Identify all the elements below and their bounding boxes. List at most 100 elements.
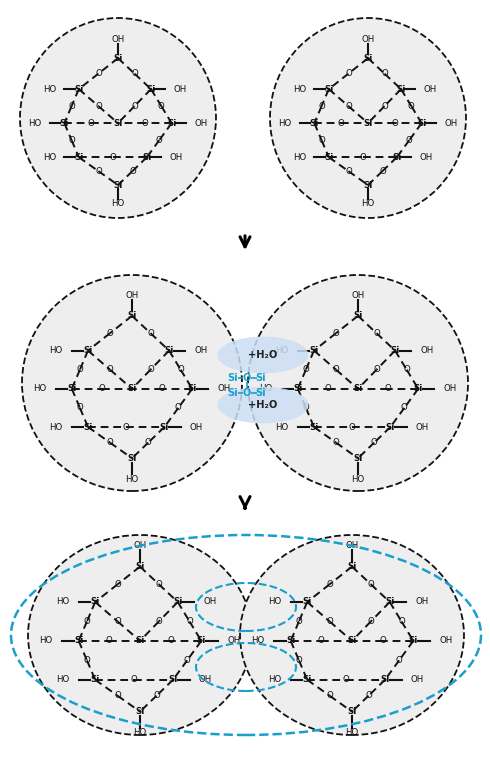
Text: +H₂O: +H₂O <box>248 400 278 410</box>
Text: O: O <box>84 656 90 664</box>
Text: OH: OH <box>439 636 452 645</box>
Text: HO: HO <box>268 597 281 607</box>
Text: O: O <box>345 167 352 175</box>
Text: O: O <box>333 365 340 374</box>
Text: O: O <box>123 422 129 432</box>
Text: O: O <box>326 580 333 589</box>
Text: O: O <box>318 101 325 111</box>
Text: O: O <box>379 167 386 175</box>
Text: O: O <box>155 617 162 626</box>
Text: Si: Si <box>324 153 333 162</box>
Text: OH: OH <box>170 153 183 162</box>
Text: O: O <box>147 365 154 374</box>
Text: Si: Si <box>74 85 83 93</box>
Ellipse shape <box>240 535 464 735</box>
Text: O: O <box>408 101 415 111</box>
Text: Si: Si <box>135 707 145 716</box>
Text: Si: Si <box>353 453 363 463</box>
Text: Si: Si <box>196 636 206 645</box>
Text: Si: Si <box>309 422 318 432</box>
Text: O: O <box>107 438 113 447</box>
Text: O: O <box>343 675 349 684</box>
Text: O: O <box>131 69 138 78</box>
Text: HO: HO <box>111 199 124 208</box>
Text: O: O <box>371 438 378 447</box>
Text: Si: Si <box>286 636 295 645</box>
Text: Si: Si <box>127 312 137 320</box>
Text: O: O <box>68 101 75 111</box>
Text: OH: OH <box>411 675 424 684</box>
Text: OH: OH <box>218 384 231 393</box>
Text: O: O <box>106 636 113 645</box>
Text: O: O <box>403 365 410 374</box>
Text: O: O <box>155 580 162 589</box>
Text: O: O <box>159 384 166 393</box>
Text: Si: Si <box>74 153 83 162</box>
Text: O: O <box>368 580 374 589</box>
Text: O: O <box>381 101 388 111</box>
Text: O: O <box>114 617 121 626</box>
Text: O: O <box>98 384 105 393</box>
Text: Si: Si <box>165 346 173 355</box>
Text: O: O <box>142 118 148 128</box>
Text: HO: HO <box>259 384 272 393</box>
Text: HO: HO <box>268 675 281 684</box>
Text: +H₂O: +H₂O <box>248 350 278 360</box>
Text: OH: OH <box>362 35 375 44</box>
Text: HO: HO <box>345 728 359 738</box>
Text: OH: OH <box>420 346 434 355</box>
Text: HO: HO <box>40 636 53 645</box>
Text: Si: Si <box>228 388 238 398</box>
Text: Si: Si <box>113 181 122 189</box>
Text: O: O <box>107 365 113 374</box>
Text: Si: Si <box>173 597 182 607</box>
Text: Si: Si <box>386 422 395 432</box>
Text: OH: OH <box>443 384 457 393</box>
Ellipse shape <box>22 275 242 491</box>
Text: O: O <box>147 329 154 338</box>
Text: Si: Si <box>160 422 169 432</box>
Text: Si: Si <box>353 312 363 320</box>
Text: OH: OH <box>190 422 203 432</box>
Text: O: O <box>184 656 191 664</box>
Text: Si: Si <box>409 636 418 645</box>
Text: HO: HO <box>125 474 139 484</box>
Text: Si: Si <box>188 384 197 393</box>
Text: HO: HO <box>43 153 56 162</box>
Text: O: O <box>95 167 102 175</box>
Text: O: O <box>385 384 392 393</box>
Text: OH: OH <box>133 541 147 550</box>
Text: HO: HO <box>33 384 47 393</box>
Text: Si: Si <box>142 153 151 162</box>
Text: Si: Si <box>303 675 312 684</box>
Text: OH: OH <box>195 118 208 128</box>
Text: Si: Si <box>167 118 176 128</box>
Text: HO: HO <box>293 153 306 162</box>
Text: Si: Si <box>385 597 394 607</box>
Text: O: O <box>398 617 405 626</box>
Text: O: O <box>88 118 95 128</box>
Text: Si: Si <box>135 562 145 571</box>
Text: OH: OH <box>227 636 241 645</box>
Text: O: O <box>333 329 340 338</box>
Text: O: O <box>318 636 325 645</box>
Text: O: O <box>338 118 344 128</box>
Text: O: O <box>76 404 83 412</box>
Text: Si: Si <box>83 422 93 432</box>
Text: O: O <box>345 69 352 78</box>
Text: OH: OH <box>199 675 212 684</box>
Text: O: O <box>76 365 83 374</box>
Text: O: O <box>186 617 193 626</box>
Text: OH: OH <box>416 422 429 432</box>
Text: O: O <box>360 153 366 162</box>
Text: Si: Si <box>396 85 406 93</box>
Text: Si: Si <box>347 636 357 645</box>
Text: O: O <box>95 101 102 111</box>
Text: Si: Si <box>293 384 302 393</box>
Text: OH: OH <box>416 597 429 607</box>
Text: O: O <box>129 167 136 175</box>
Text: O: O <box>114 580 121 589</box>
Text: HO: HO <box>251 636 265 645</box>
Ellipse shape <box>218 387 308 423</box>
Text: HO: HO <box>43 85 56 93</box>
